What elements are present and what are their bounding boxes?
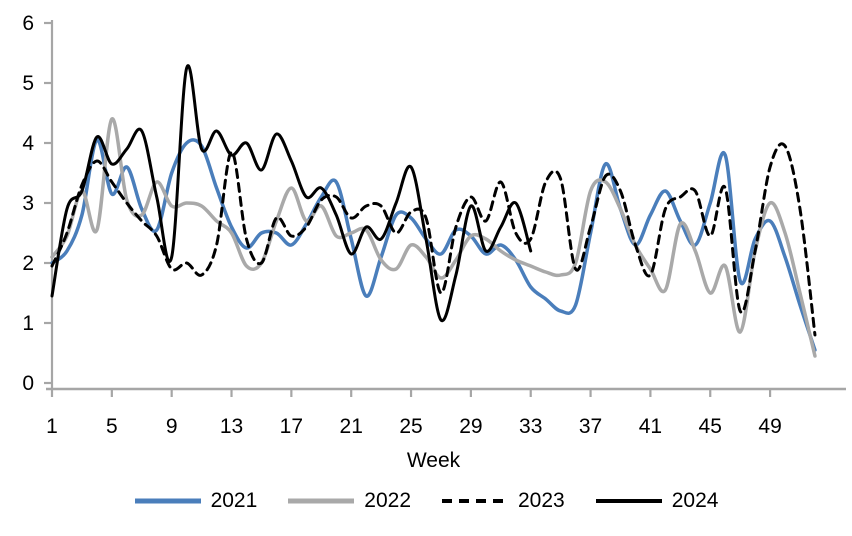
x-tick-label: 5 bbox=[106, 415, 118, 438]
x-tick-label: 41 bbox=[639, 415, 662, 438]
legend-item-2024: 2024 bbox=[595, 489, 719, 513]
y-tick-label: 2 bbox=[22, 252, 34, 275]
legend-label: 2024 bbox=[671, 489, 719, 512]
legend: 2021 2022 2023 2024 bbox=[0, 489, 852, 513]
x-tick-label: 9 bbox=[166, 415, 178, 438]
y-tick-label: 1 bbox=[22, 312, 34, 335]
y-tick-label: 0 bbox=[22, 372, 34, 395]
x-tick-label: 17 bbox=[280, 415, 303, 438]
legend-line-swatch-2021 bbox=[134, 498, 201, 504]
x-tick-label: 37 bbox=[579, 415, 602, 438]
series-line-2022 bbox=[50, 117, 817, 358]
x-tick-label: 33 bbox=[519, 415, 542, 438]
x-tick-label: 13 bbox=[220, 415, 243, 438]
x-tick-label: 29 bbox=[459, 415, 482, 438]
legend-line-swatch-2022 bbox=[288, 498, 355, 504]
y-tick-label: 4 bbox=[22, 132, 34, 155]
series-line-2023 bbox=[50, 142, 817, 337]
y-tick-label: 3 bbox=[22, 192, 34, 215]
y-tick-label: 6 bbox=[22, 12, 34, 35]
x-tick-label: 21 bbox=[340, 415, 363, 438]
legend-label: 2023 bbox=[518, 489, 565, 512]
legend-label: 2021 bbox=[210, 489, 258, 512]
legend-label: 2022 bbox=[364, 489, 411, 512]
legend-item-2022: 2022 bbox=[287, 489, 411, 513]
legend-line-swatch-2023 bbox=[442, 499, 508, 503]
legend-item-2021: 2021 bbox=[134, 489, 258, 513]
x-tick-label: 1 bbox=[46, 415, 58, 438]
series-line-2024 bbox=[50, 64, 533, 323]
x-tick-label: 45 bbox=[699, 415, 722, 438]
legend-item-2023: 2023 bbox=[441, 489, 565, 513]
series-line-2021 bbox=[50, 138, 817, 352]
y-tick-label: 5 bbox=[22, 72, 34, 95]
x-tick-label: 25 bbox=[399, 415, 422, 438]
x-axis-title: Week bbox=[406, 449, 461, 472]
legend-line-swatch-2024 bbox=[595, 499, 662, 503]
x-tick-label: 49 bbox=[758, 415, 781, 438]
